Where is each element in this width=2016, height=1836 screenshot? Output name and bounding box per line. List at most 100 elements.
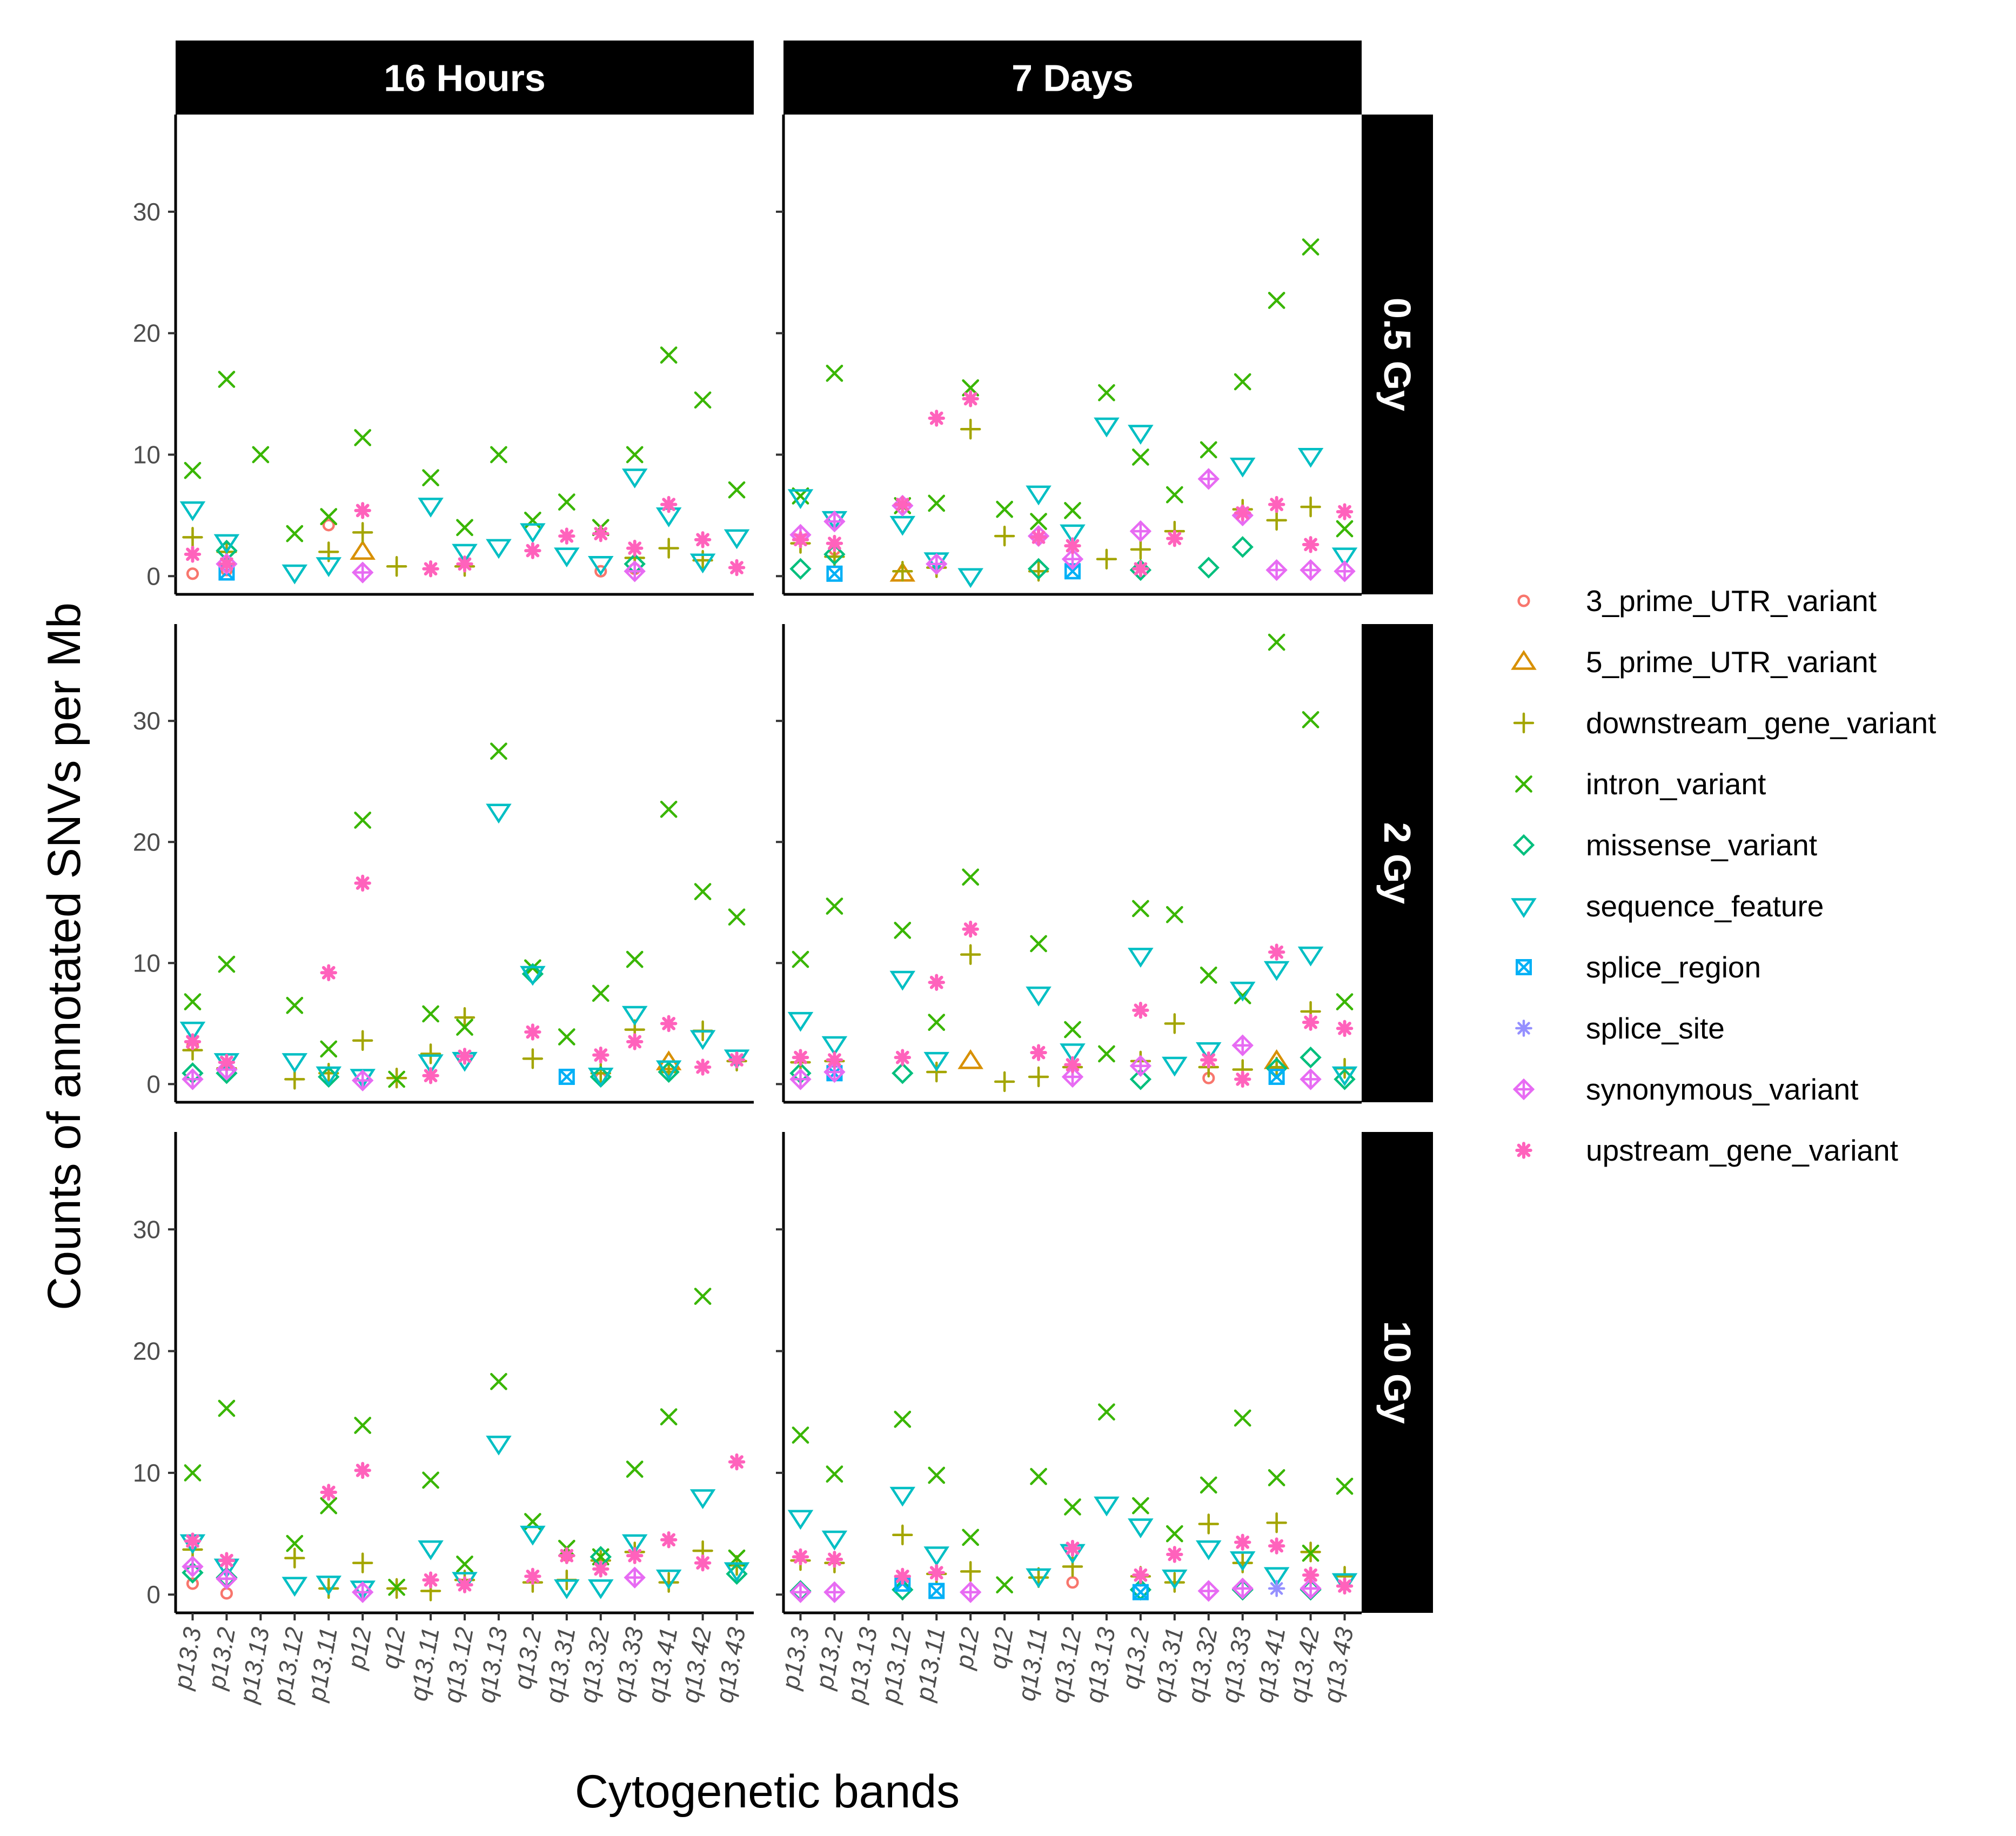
point-intron-variant — [1132, 1497, 1149, 1515]
row-strip-label: 0.5 Gy — [1376, 298, 1418, 411]
point-sequence-feature — [689, 1489, 716, 1509]
point-downstream-gene-variant — [1266, 510, 1287, 531]
y-axis-title: Counts of annotated SNVs per Mb — [38, 602, 90, 1310]
point-sequence-feature — [587, 556, 614, 576]
point-sequence-feature — [1128, 1518, 1154, 1539]
point-upstream-gene-variant — [558, 527, 575, 545]
point-intron-variant — [286, 1535, 304, 1552]
point-upstream-gene-variant — [1064, 1539, 1081, 1557]
point-intron-variant — [422, 469, 439, 487]
point-intron-variant — [1064, 502, 1081, 519]
point-upstream-gene-variant — [826, 1051, 843, 1069]
point-downstream-gene-variant — [386, 556, 407, 577]
point-upstream-gene-variant — [1030, 1044, 1047, 1061]
point-synonymous-variant — [216, 1567, 238, 1590]
legend-key-splice-region — [1516, 959, 1532, 975]
point-intron-variant — [1336, 1477, 1354, 1495]
x-tick-label: q13.43 — [710, 1625, 751, 1705]
row-strip-label: 2 Gy — [1376, 822, 1418, 904]
point-sequence-feature — [787, 489, 814, 510]
point-sequence-feature — [520, 966, 546, 986]
point-intron-variant — [354, 1417, 372, 1434]
point-sequence-feature — [923, 1546, 950, 1566]
point-downstream-gene-variant — [454, 1007, 475, 1028]
point-splice-region — [558, 1068, 575, 1085]
point-upstream-gene-variant — [1302, 536, 1320, 553]
point-upstream-gene-variant — [792, 1548, 809, 1566]
point-upstream-gene-variant — [694, 531, 712, 548]
point-intron-variant — [218, 955, 236, 973]
point-intron-variant — [218, 1399, 236, 1417]
point-sequence-feature — [787, 1011, 814, 1032]
point-upstream-gene-variant — [1132, 1001, 1149, 1019]
point-intron-variant — [1098, 1045, 1115, 1063]
point-synonymous-variant — [624, 1566, 646, 1589]
point-intron-variant — [1132, 448, 1149, 466]
y-tick-label: 0 — [146, 1580, 160, 1609]
point-sequence-feature — [587, 1579, 614, 1599]
legend-item-downstream-gene-variant: downstream_gene_variant — [1513, 706, 1936, 740]
point-synonymous-variant — [789, 1581, 812, 1603]
point-intron-variant — [1268, 1469, 1285, 1486]
point-upstream-gene-variant — [928, 974, 945, 991]
point-sequence-feature — [1229, 981, 1256, 1002]
point-intron-variant — [1166, 906, 1183, 923]
point-sequence-feature — [520, 523, 546, 544]
x-tick-label: p13.11 — [302, 1625, 343, 1704]
point-downstream-gene-variant — [352, 1030, 373, 1051]
point-sequence-feature — [621, 468, 648, 488]
point-intron-variant — [1030, 935, 1047, 953]
point-3-prime-utr-variant — [186, 567, 199, 580]
point-upstream-gene-variant — [728, 1051, 746, 1069]
point-downstream-gene-variant — [1266, 1512, 1287, 1533]
point-upstream-gene-variant — [694, 1554, 712, 1572]
legend-key-downstream-gene-variant — [1513, 712, 1535, 734]
panel-7-days-0-5-gy — [787, 238, 1358, 588]
point-missense-variant — [1129, 1068, 1152, 1090]
point-sequence-feature — [1263, 1567, 1290, 1587]
point-synonymous-variant — [182, 1556, 204, 1578]
point-upstream-gene-variant — [1166, 530, 1183, 547]
point-intron-variant — [826, 897, 843, 915]
point-missense-variant — [823, 543, 846, 565]
point-sequence-feature — [520, 1525, 546, 1546]
point-upstream-gene-variant — [354, 1462, 371, 1479]
point-intron-variant — [1166, 1525, 1183, 1543]
point-upstream-gene-variant — [1336, 503, 1354, 520]
point-sequence-feature — [821, 1036, 848, 1056]
point-downstream-gene-variant — [892, 561, 913, 582]
point-intron-variant — [996, 500, 1013, 518]
point-upstream-gene-variant — [524, 1023, 541, 1041]
point-intron-variant — [728, 908, 746, 926]
point-upstream-gene-variant — [1268, 943, 1285, 961]
legend-key-splice-site — [1515, 1020, 1532, 1037]
point-intron-variant — [422, 1005, 439, 1023]
point-upstream-gene-variant — [826, 534, 843, 552]
point-intron-variant — [1200, 441, 1217, 459]
point-upstream-gene-variant — [422, 560, 439, 578]
point-intron-variant — [694, 391, 712, 409]
point-sequence-feature — [787, 1510, 814, 1530]
point-sequence-feature — [486, 539, 512, 559]
point-synonymous-variant — [182, 1068, 204, 1090]
point-intron-variant — [184, 1464, 202, 1482]
panel-axes: 0 10 20 30 — [133, 115, 754, 596]
x-tick-label: q13.13 — [1080, 1625, 1121, 1705]
point-intron-variant — [490, 1373, 507, 1390]
point-downstream-gene-variant — [1130, 539, 1151, 560]
point-intron-variant — [388, 1578, 405, 1596]
point-upstream-gene-variant — [894, 495, 912, 513]
point-intron-variant — [694, 1288, 712, 1305]
point-sequence-feature — [1162, 1569, 1188, 1590]
y-tick-label: 30 — [133, 1215, 160, 1243]
point-intron-variant — [626, 1460, 644, 1478]
point-sequence-feature — [1026, 986, 1051, 1007]
point-upstream-gene-variant — [422, 1571, 439, 1589]
x-tick-label: q13.43 — [1318, 1625, 1359, 1705]
panel-axes — [776, 115, 1362, 596]
point-missense-variant — [1231, 536, 1254, 558]
x-tick-label: q13.11 — [404, 1625, 445, 1703]
point-sequence-feature — [282, 1577, 308, 1597]
point-intron-variant — [320, 1497, 338, 1515]
point-upstream-gene-variant — [1132, 560, 1149, 578]
